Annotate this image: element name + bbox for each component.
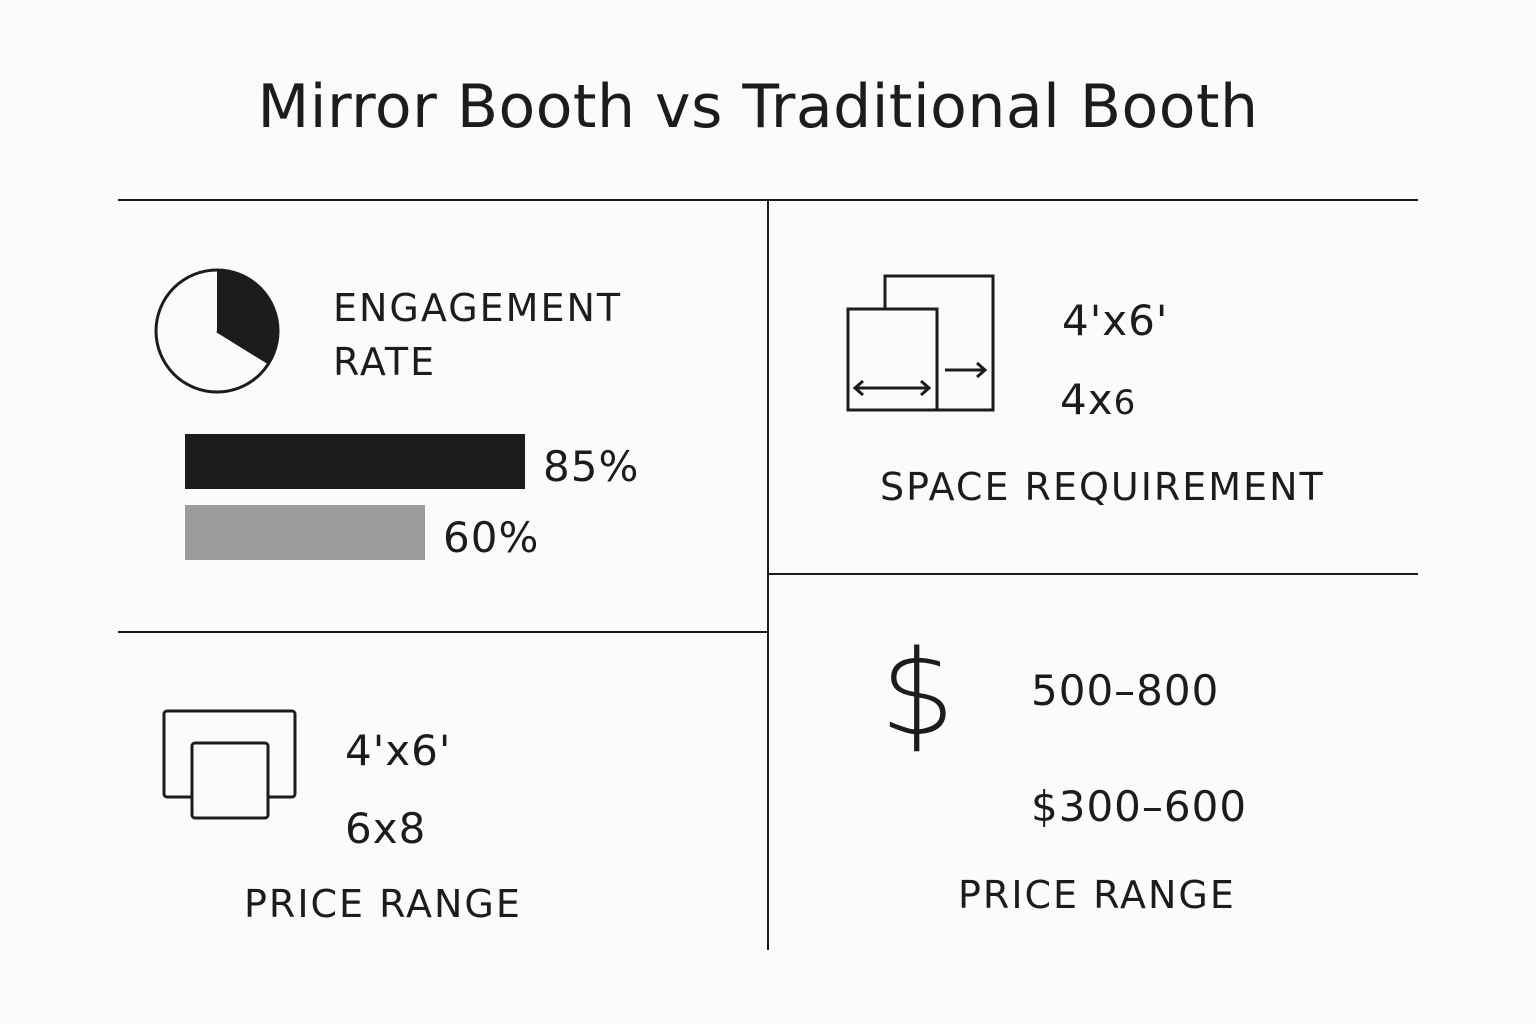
resize-frames-icon bbox=[846, 274, 995, 412]
vertical-divider bbox=[767, 201, 769, 950]
left-horizontal-divider bbox=[118, 631, 767, 633]
bottom-left-label: PRICE RANGE bbox=[244, 882, 522, 926]
bottom-right-label: PRICE RANGE bbox=[958, 873, 1236, 917]
bottom-left-value-1: 4'x6' bbox=[345, 726, 452, 775]
engagement-bar-secondary bbox=[185, 505, 425, 560]
dollar-icon: $ bbox=[880, 624, 956, 762]
stacked-frames-icon bbox=[162, 709, 297, 820]
engagement-label-line1: ENGAGEMENT bbox=[333, 286, 623, 330]
space-label: SPACE REQUIREMENT bbox=[880, 465, 1325, 509]
page-title: Mirror Booth vs Traditional Booth bbox=[257, 72, 1259, 142]
space-value-2: 4x6 bbox=[1060, 375, 1136, 424]
space-value-1: 4'x6' bbox=[1062, 296, 1169, 345]
top-divider bbox=[118, 199, 1418, 201]
right-horizontal-divider bbox=[769, 573, 1418, 575]
bottom-right-value-2: $300–600 bbox=[1031, 782, 1248, 831]
bottom-right-value-1: 500–800 bbox=[1031, 666, 1220, 715]
engagement-bar-secondary-label: 60% bbox=[443, 513, 540, 562]
space-value-2-small: 6 bbox=[1113, 383, 1137, 423]
bottom-left-value-2: 6x8 bbox=[345, 804, 427, 853]
space-value-2-main: 4x bbox=[1060, 375, 1114, 424]
engagement-bar-primary bbox=[185, 434, 525, 489]
engagement-bar-primary-label: 85% bbox=[543, 442, 640, 491]
engagement-label-line2: RATE bbox=[333, 340, 437, 384]
pie-chart-icon bbox=[154, 268, 280, 394]
